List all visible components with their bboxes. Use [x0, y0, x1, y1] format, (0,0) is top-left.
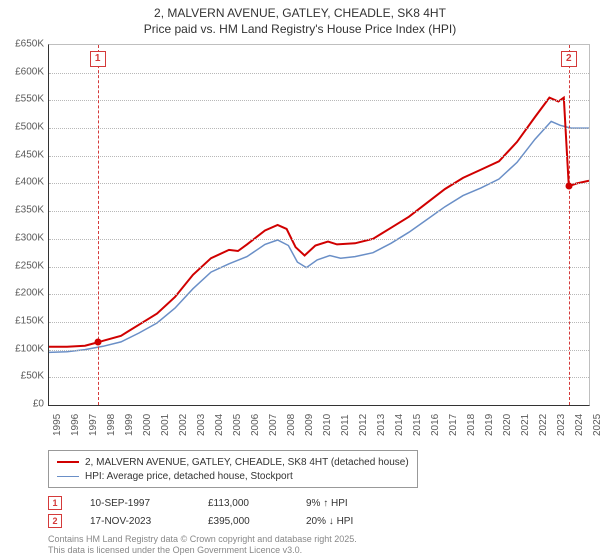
x-axis-label: 2020 [502, 414, 513, 436]
y-axis-label: £600K [4, 66, 44, 77]
gridline [49, 156, 589, 157]
y-axis-label: £550K [4, 94, 44, 105]
legend-row-hpi: HPI: Average price, detached house, Stoc… [57, 469, 409, 483]
y-axis-label: £450K [4, 149, 44, 160]
x-axis-label: 2018 [466, 414, 477, 436]
gridline [49, 267, 589, 268]
x-axis-label: 2016 [430, 414, 441, 436]
y-axis-label: £100K [4, 343, 44, 354]
x-axis-label: 2021 [520, 414, 531, 436]
x-axis-label: 2003 [196, 414, 207, 436]
sale-date: 10-SEP-1997 [90, 498, 180, 509]
sale-price: £395,000 [208, 516, 278, 527]
x-axis-label: 2019 [484, 414, 495, 436]
x-axis-label: 2017 [448, 414, 459, 436]
x-axis-label: 2010 [322, 414, 333, 436]
gridline [49, 128, 589, 129]
x-axis-label: 2025 [592, 414, 600, 436]
sale-marker-icon: 1 [48, 496, 62, 510]
x-axis-label: 2024 [574, 414, 585, 436]
sale-price: £113,000 [208, 498, 278, 509]
x-axis-label: 2015 [412, 414, 423, 436]
x-axis-label: 2004 [214, 414, 225, 436]
sale-marker-line [98, 45, 99, 405]
x-axis-label: 1998 [106, 414, 117, 436]
series-property [49, 98, 589, 347]
sale-marker-dot [94, 339, 101, 346]
x-axis-label: 2013 [376, 414, 387, 436]
gridline [49, 322, 589, 323]
x-axis-label: 1996 [70, 414, 81, 436]
x-axis-label: 1997 [88, 414, 99, 436]
x-axis-label: 1999 [124, 414, 135, 436]
x-axis-label: 2012 [358, 414, 369, 436]
x-axis-label: 2009 [304, 414, 315, 436]
y-axis-label: £400K [4, 177, 44, 188]
y-axis-label: £50K [4, 371, 44, 382]
sale-marker-box: 2 [561, 51, 577, 67]
line-series-svg [49, 45, 589, 405]
legend-swatch-property [57, 461, 79, 463]
y-axis-label: £650K [4, 39, 44, 50]
x-axis-label: 2006 [250, 414, 261, 436]
sale-marker-icon: 2 [48, 514, 62, 528]
footnote-line-2: This data is licensed under the Open Gov… [48, 545, 357, 556]
sale-row: 2 17-NOV-2023 £395,000 20% ↓ HPI [48, 512, 396, 530]
legend-label-property: 2, MALVERN AVENUE, GATLEY, CHEADLE, SK8 … [85, 457, 409, 468]
y-axis-label: £300K [4, 232, 44, 243]
x-axis-label: 2000 [142, 414, 153, 436]
gridline [49, 294, 589, 295]
gridline [49, 183, 589, 184]
x-axis-label: 2023 [556, 414, 567, 436]
gridline [49, 73, 589, 74]
plot-area: 12 [48, 44, 590, 406]
sale-diff: 20% ↓ HPI [306, 516, 396, 527]
x-axis-label: 2008 [286, 414, 297, 436]
x-axis-label: 2001 [160, 414, 171, 436]
x-axis-label: 2002 [178, 414, 189, 436]
chart: 12 £0£50K£100K£150K£200K£250K£300K£350K£… [8, 44, 592, 448]
sale-marker-line [569, 45, 570, 405]
y-axis-label: £200K [4, 288, 44, 299]
x-axis-label: 2005 [232, 414, 243, 436]
gridline [49, 350, 589, 351]
sale-date: 17-NOV-2023 [90, 516, 180, 527]
title-line-1: 2, MALVERN AVENUE, GATLEY, CHEADLE, SK8 … [0, 6, 600, 22]
sale-marker-dot [565, 183, 572, 190]
legend-row-property: 2, MALVERN AVENUE, GATLEY, CHEADLE, SK8 … [57, 455, 409, 469]
x-axis-label: 2022 [538, 414, 549, 436]
y-axis-label: £150K [4, 315, 44, 326]
sale-diff: 9% ↑ HPI [306, 498, 396, 509]
sale-row: 1 10-SEP-1997 £113,000 9% ↑ HPI [48, 494, 396, 512]
chart-title-block: 2, MALVERN AVENUE, GATLEY, CHEADLE, SK8 … [0, 0, 600, 37]
y-axis-label: £0 [4, 399, 44, 410]
footnote: Contains HM Land Registry data © Crown c… [48, 534, 357, 556]
sales-table: 1 10-SEP-1997 £113,000 9% ↑ HPI 2 17-NOV… [48, 494, 396, 530]
footnote-line-1: Contains HM Land Registry data © Crown c… [48, 534, 357, 545]
legend-swatch-hpi [57, 476, 79, 477]
x-axis-label: 2014 [394, 414, 405, 436]
title-line-2: Price paid vs. HM Land Registry's House … [0, 22, 600, 38]
x-axis-label: 1995 [52, 414, 63, 436]
y-axis-label: £250K [4, 260, 44, 271]
gridline [49, 239, 589, 240]
y-axis-label: £350K [4, 205, 44, 216]
gridline [49, 377, 589, 378]
y-axis-label: £500K [4, 122, 44, 133]
legend-label-hpi: HPI: Average price, detached house, Stoc… [85, 471, 293, 482]
gridline [49, 100, 589, 101]
sale-marker-box: 1 [90, 51, 106, 67]
x-axis-label: 2011 [340, 414, 351, 436]
x-axis-label: 2007 [268, 414, 279, 436]
legend: 2, MALVERN AVENUE, GATLEY, CHEADLE, SK8 … [48, 450, 418, 488]
gridline [49, 211, 589, 212]
